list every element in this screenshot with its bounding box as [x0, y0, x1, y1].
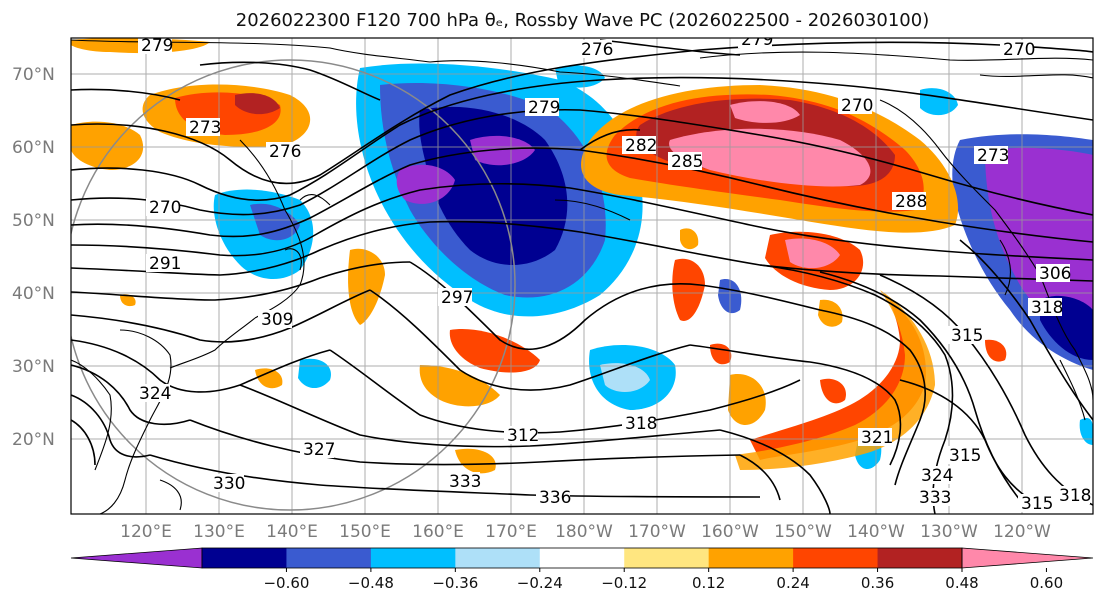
colorbar-extend-min — [70, 547, 203, 569]
map-frame — [70, 37, 1094, 515]
coastlines — [71, 39, 1093, 514]
contour-label: 312 — [507, 426, 539, 446]
colorbar-tick-label: −0.48 — [348, 574, 394, 592]
colorbar-swatch — [793, 548, 879, 568]
lat-label: 60°N — [12, 138, 55, 158]
colorbar-swatch — [286, 548, 372, 568]
contour-label: 276 — [269, 142, 301, 162]
contour-label: 318 — [1031, 298, 1063, 318]
latitude-axis: 70°N 60°N 50°N 40°N 30°N 20°N — [12, 65, 55, 450]
colorbar-tick-label: −0.60 — [263, 574, 309, 592]
contour-label: 321 — [861, 428, 893, 448]
contour-label: 273 — [977, 146, 1009, 166]
lon-label: 180°W — [555, 522, 613, 542]
contour-label: 279 — [741, 30, 773, 50]
contour-label: 306 — [1039, 264, 1071, 284]
colorbar-frame — [201, 547, 963, 569]
contour-label: 270 — [1003, 40, 1035, 60]
contour-label: 327 — [303, 440, 335, 460]
contour-label: 318 — [625, 414, 657, 434]
lat-label: 70°N — [12, 65, 55, 85]
colorbar-swatch — [539, 548, 625, 568]
colorbar-tick-label: 0.24 — [776, 574, 809, 592]
contour-label: 288 — [895, 192, 927, 212]
colorbar-tick-label: 0.12 — [692, 574, 725, 592]
colorbar-swatch — [877, 548, 963, 568]
contour-label: 270 — [841, 96, 873, 116]
longitude-axis: 120°E 130°E 140°E 150°E 160°E 170°E 180°… — [120, 522, 1051, 542]
contour-label: 297 — [441, 288, 473, 308]
lon-label: 170°E — [485, 522, 537, 542]
lon-label: 150°W — [774, 522, 832, 542]
colorbar-swatch — [455, 548, 541, 568]
contour-label: 330 — [213, 474, 245, 494]
lon-label: 120°E — [120, 522, 172, 542]
colorbar-tick-label: −0.24 — [517, 574, 563, 592]
lat-label: 50°N — [12, 211, 55, 231]
colorbar: −0.60 −0.48 −0.36 −0.24 −0.12 0.12 0.24 0.36 0.4… — [70, 547, 1094, 592]
contour-label: 291 — [149, 254, 181, 274]
lon-label: 160°W — [701, 522, 759, 542]
colorbar-extend-max — [961, 547, 1094, 569]
colorbar-swatch — [370, 548, 456, 568]
contour-label: 285 — [671, 152, 703, 172]
colorbar-tick-label: 0.36 — [861, 574, 894, 592]
colorbar-tick-label: 0.60 — [1030, 574, 1063, 592]
lon-label: 130°W — [920, 522, 978, 542]
colorbar-tick-label: −0.12 — [601, 574, 647, 592]
contour-label: 315 — [951, 326, 983, 346]
contour-label: 309 — [261, 310, 293, 330]
contour-label: 276 — [581, 40, 613, 60]
map-title: 2026022300 F120 700 hPa θₑ, Rossby Wave … — [235, 10, 930, 31]
colorbar-swatch — [624, 548, 710, 568]
lat-label: 20°N — [12, 430, 55, 450]
colorbar-swatch — [708, 548, 794, 568]
colorbar-tick-label: −0.36 — [432, 574, 478, 592]
colorbar-tick-label: 0.48 — [945, 574, 978, 592]
contour-label: 279 — [528, 98, 560, 118]
contour-label: 318 — [1059, 486, 1091, 506]
lon-label: 140°E — [266, 522, 318, 542]
map-plot-area: 279 276 279 270 270 279 273 282 285 276 … — [71, 30, 1093, 514]
contour-label: 315 — [949, 446, 981, 466]
lon-label: 150°E — [339, 522, 391, 542]
contour-label: 333 — [449, 472, 481, 492]
lon-label: 160°E — [412, 522, 464, 542]
contour-labels: 279 276 279 270 270 279 273 282 285 276 … — [136, 30, 1091, 514]
contour-label: 279 — [141, 36, 173, 56]
contour-label: 333 — [919, 488, 951, 508]
contour-label: 324 — [139, 384, 171, 404]
contour-label: 270 — [149, 198, 181, 218]
lon-label: 170°W — [628, 522, 686, 542]
contour-label: 315 — [1021, 494, 1053, 514]
contour-label: 336 — [539, 488, 571, 508]
lon-label: 120°W — [993, 522, 1051, 542]
lat-label: 40°N — [12, 284, 55, 304]
theta-e-contours — [71, 39, 1093, 514]
colorbar-swatch — [202, 548, 287, 568]
lon-label: 130°E — [193, 522, 245, 542]
contour-label: 324 — [921, 466, 953, 486]
contour-label: 282 — [625, 136, 657, 156]
lat-label: 30°N — [12, 357, 55, 377]
contour-label: 273 — [189, 118, 221, 138]
reference-circle — [71, 59, 516, 511]
lon-label: 140°W — [847, 522, 905, 542]
